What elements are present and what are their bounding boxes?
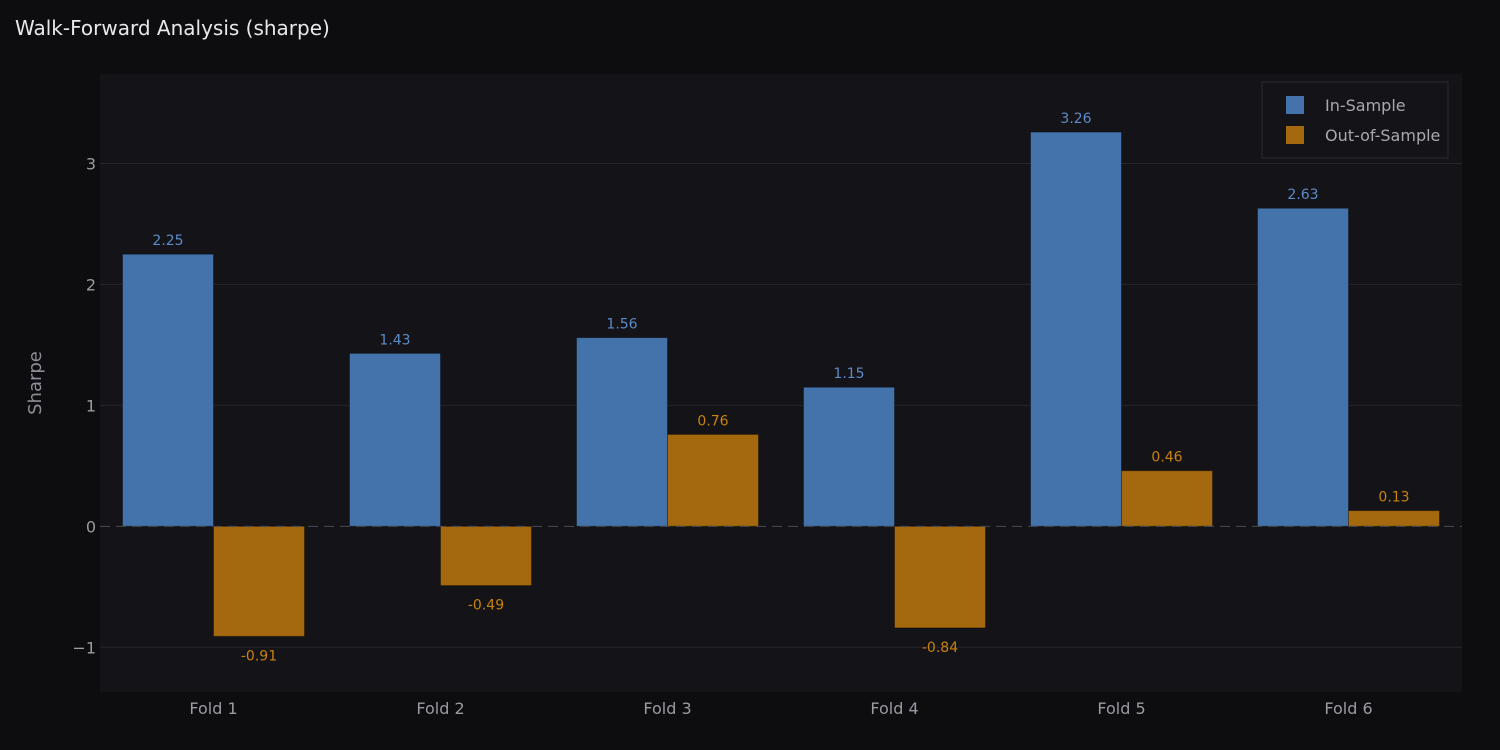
bar-out-of-sample — [1121, 470, 1213, 527]
bar-out-of-sample — [440, 525, 532, 587]
x-tick-label: Fold 5 — [1097, 699, 1145, 718]
x-axis-ticks: Fold 1 Fold 2 Fold 3 Fold 4 Fold 5 Fold 6 — [189, 699, 1372, 718]
bar-out-of-sample — [667, 433, 759, 527]
bar-value-label: -0.84 — [922, 640, 958, 656]
bar-in-sample — [803, 386, 895, 527]
bar-value-label: 2.25 — [152, 233, 183, 249]
legend-label: In-Sample — [1325, 96, 1406, 115]
bars — [122, 131, 1440, 637]
bar-in-sample — [1030, 131, 1122, 527]
y-tick-label: 2 — [86, 275, 96, 294]
x-tick-label: Fold 3 — [643, 699, 691, 718]
bar-out-of-sample — [1348, 510, 1440, 527]
bar-in-sample — [1257, 207, 1349, 527]
legend-swatch — [1286, 126, 1304, 144]
bar-value-label: -0.91 — [241, 648, 277, 664]
legend-swatch — [1286, 96, 1304, 114]
bar-value-label: 0.76 — [697, 413, 728, 429]
bar-out-of-sample — [213, 525, 305, 637]
y-axis-ticks: −1 0 1 2 3 — [72, 154, 96, 657]
bar-value-label: 3.26 — [1060, 111, 1091, 127]
x-tick-label: Fold 4 — [870, 699, 918, 718]
x-tick-label: Fold 2 — [416, 699, 464, 718]
x-tick-label: Fold 1 — [189, 699, 237, 718]
bar-value-label: 0.46 — [1151, 450, 1182, 466]
bar-value-label: 0.13 — [1378, 490, 1409, 506]
bar-value-label: 1.56 — [606, 317, 637, 333]
x-tick-label: Fold 6 — [1324, 699, 1372, 718]
bar-labels: 2.25 -0.91 1.43 -0.49 1.56 0.76 1.15 -0.84 3.26 0… — [152, 111, 1409, 664]
legend-label: Out-of-Sample — [1325, 126, 1440, 145]
bar-in-sample — [122, 253, 214, 527]
bar-value-label: -0.49 — [468, 598, 504, 614]
bar-in-sample — [349, 352, 441, 527]
y-tick-label: 1 — [86, 396, 96, 415]
bar-in-sample — [576, 337, 668, 527]
y-tick-label: 0 — [86, 517, 96, 536]
bar-value-label: 2.63 — [1287, 187, 1318, 203]
bar-value-label: 1.43 — [379, 332, 410, 348]
legend: In-Sample Out-of-Sample — [1261, 81, 1449, 159]
bar-value-label: 1.15 — [833, 366, 864, 382]
chart-title: Walk-Forward Analysis (sharpe) — [15, 16, 330, 40]
grid-lines — [100, 162, 1462, 648]
bar-out-of-sample — [894, 525, 986, 629]
y-axis-title: Sharpe — [25, 351, 46, 415]
y-tick-label: −1 — [72, 638, 96, 657]
legend-box — [1261, 81, 1449, 159]
plot-background — [100, 74, 1462, 692]
y-tick-label: 3 — [86, 154, 96, 173]
